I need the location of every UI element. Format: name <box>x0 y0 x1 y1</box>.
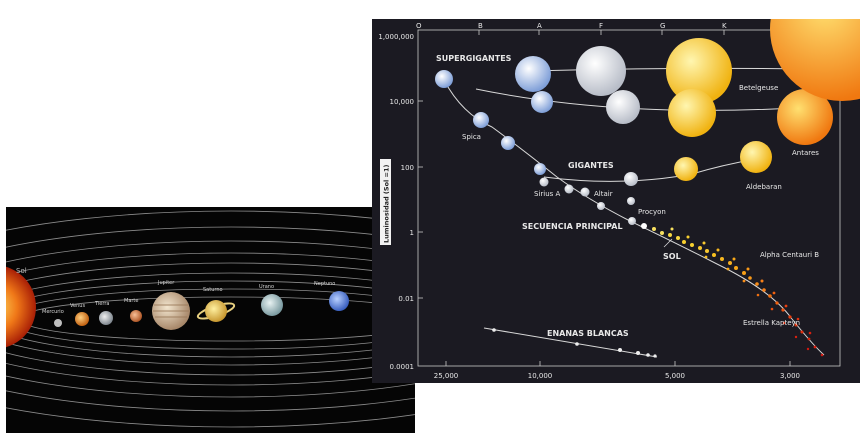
spectral-class-labels: O B A F G K M <box>416 22 790 30</box>
star-label-kapteyn: Estrella Kapteyn <box>743 319 800 327</box>
y-axis-label-box <box>380 159 391 245</box>
y-tick-0-0001: 0.0001 <box>390 363 415 371</box>
neptuno-planet <box>329 291 349 311</box>
main-sequence-dots <box>652 227 824 357</box>
tierra-label: Tierra <box>94 301 109 307</box>
neptuno-label: Neptuno <box>314 281 335 287</box>
star-label-procyon: Procyon <box>638 208 666 216</box>
star-label-alpha-centauri: Alpha Centauri B <box>760 251 819 259</box>
tierra-planet <box>99 311 113 325</box>
main-sequence-stars <box>435 70 647 229</box>
x-tick-labels: 25,000 10,000 5,000 3,000 <box>434 372 800 380</box>
x-tick-3000: 3,000 <box>780 372 800 380</box>
venus-label: Venus <box>70 303 85 309</box>
mercurio-planet <box>54 319 62 327</box>
supergiant-stars <box>515 19 860 145</box>
x-tick-10000: 10,000 <box>528 372 553 380</box>
sun-planet <box>6 266 36 348</box>
spectral-class-g: G <box>660 22 665 30</box>
region-sol: SOL <box>663 252 681 261</box>
y-tick-10000: 10,000 <box>390 98 415 106</box>
spectral-class-a: A <box>537 22 542 30</box>
hr-diagram-image: O B A F G K M 1,000,000 10,000 100 1 0.0… <box>372 19 860 383</box>
star-label-sirius: Sirius A <box>534 190 561 198</box>
star-label-antares: Antares <box>792 149 819 157</box>
plot-frame <box>417 29 841 367</box>
mercurio-label: Mercurio <box>42 309 64 315</box>
spectral-class-o: O <box>416 22 422 30</box>
region-enanas-blancas: ENANAS BLANCAS <box>547 329 629 338</box>
venus-planet <box>75 312 89 326</box>
y-tick-0-01: 0.01 <box>398 295 414 303</box>
y-tick-1: 1 <box>410 229 414 237</box>
star-label-altair: Altair <box>594 190 613 198</box>
orbits <box>6 210 415 428</box>
star-label-spica: Spica <box>462 133 481 141</box>
y-tick-labels: 1,000,000 10,000 100 1 0.01 0.0001 <box>378 33 414 371</box>
y-tick-100: 100 <box>401 164 414 172</box>
region-supergigantes: SUPERGIGANTES <box>436 54 512 63</box>
sol-label: Sol <box>16 267 27 275</box>
white-dwarf-stars <box>492 328 657 358</box>
spectral-class-b: B <box>478 22 483 30</box>
spectral-class-f: F <box>599 22 603 30</box>
x-tick-5000: 5,000 <box>665 372 685 380</box>
marte-planet <box>130 310 142 322</box>
y-tick-1000000: 1,000,000 <box>378 33 414 41</box>
region-gigantes: GIGANTES <box>568 161 614 170</box>
saturno-planet <box>205 300 227 322</box>
saturno-label: Saturno <box>203 287 223 293</box>
x-tick-25000: 25,000 <box>434 372 459 380</box>
spectral-class-k: K <box>722 22 727 30</box>
marte-label: Marte <box>124 298 138 304</box>
solar-system-image: Sol Mercurio Venus Tierra Marte Jupiter … <box>6 207 415 433</box>
star-label-betelgeuse: Betelgeuse <box>739 84 778 92</box>
star-label-aldebaran: Aldebaran <box>746 183 782 191</box>
urano-planet <box>261 294 283 316</box>
urano-label: Urano <box>259 284 274 290</box>
y-axis-label: Luminosidad (Sol =1) <box>383 165 391 243</box>
region-secuencia-principal: SECUENCIA PRINCIPAL <box>522 222 623 231</box>
jupiter-label: Jupiter <box>157 280 175 286</box>
giant-stars <box>624 141 772 186</box>
